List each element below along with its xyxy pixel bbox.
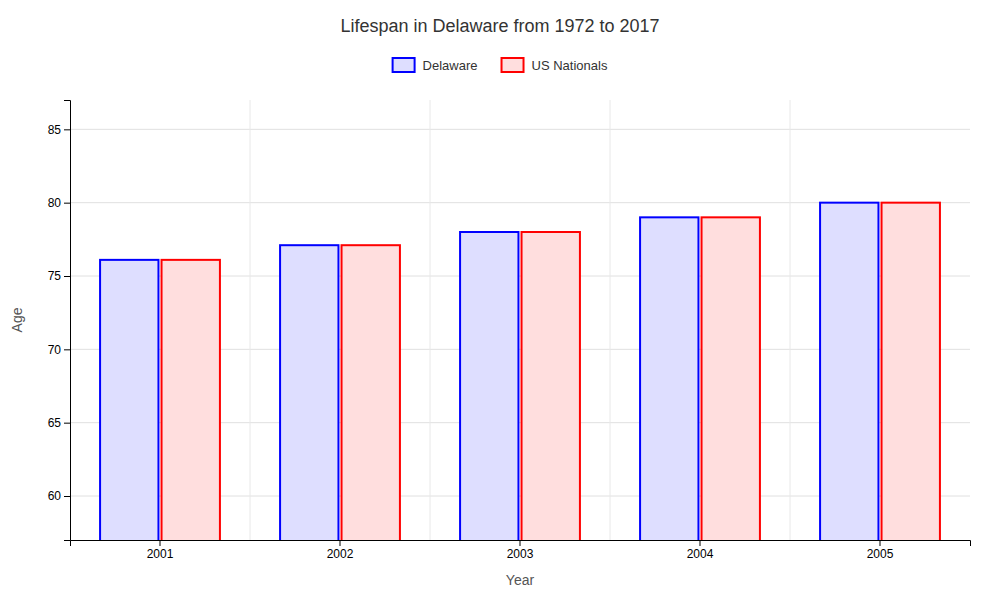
- y-axis: 60 65 70 75 80 85: [48, 101, 71, 541]
- plot-area: 60 65 70 75 80 85 2001 2002 2003 2004 2005: [48, 100, 971, 600]
- x-tick-mark: [520, 540, 521, 546]
- y-tick: 80: [48, 196, 70, 210]
- x-tick-mark: [700, 540, 701, 546]
- y-tick-label: 80: [48, 196, 62, 210]
- grid-line: [70, 129, 970, 130]
- x-tick-mark: [340, 540, 341, 546]
- legend-label: Delaware: [423, 58, 478, 73]
- x-tick: 2002: [327, 540, 354, 561]
- y-axis-title: Age: [9, 307, 25, 332]
- x-tick-label: 2002: [327, 547, 354, 561]
- legend-swatch: [502, 58, 524, 72]
- y-tick-mark: [64, 496, 70, 497]
- x-tick: 2003: [507, 540, 534, 561]
- y-tick: 60: [48, 489, 70, 503]
- x-tick-mark: [880, 540, 881, 546]
- y-tick-label: 60: [48, 489, 62, 503]
- bar: [522, 232, 580, 540]
- x-tick-label: 2004: [687, 547, 714, 561]
- bar-series: [162, 203, 940, 540]
- bar: [100, 260, 158, 540]
- legend-swatch: [393, 58, 415, 72]
- bar: [882, 203, 940, 540]
- y-tick-label: 70: [48, 343, 62, 357]
- y-tick-mark: [64, 129, 70, 130]
- y-tick-mark: [64, 423, 70, 424]
- x-tick-label: 2003: [507, 547, 534, 561]
- group-divider: [610, 100, 611, 540]
- legend-item: US Nationals: [502, 58, 608, 73]
- group-divider: [250, 100, 251, 540]
- x-tick-label: 2005: [867, 547, 894, 561]
- x-tick-label: 2001: [147, 547, 174, 561]
- x-axis: 2001 2002 2003 2004 2005: [71, 540, 971, 561]
- y-tick-label: 85: [48, 123, 62, 137]
- x-tick-mark: [160, 540, 161, 546]
- x-tick: 2004: [687, 540, 714, 561]
- chart-svg: 60 65 70 75 80 85 2001 2002 2003 2004 2005 Year Age L…: [0, 0, 1000, 600]
- y-tick: 65: [48, 416, 70, 430]
- bar: [162, 260, 220, 540]
- bar: [460, 232, 518, 540]
- y-tick-mark: [64, 203, 70, 204]
- y-tick-label: 75: [48, 269, 62, 283]
- bar: [640, 217, 698, 540]
- legend-label: US Nationals: [532, 58, 608, 73]
- bar: [342, 245, 400, 540]
- y-axis-line: [64, 101, 71, 541]
- x-tick: 2001: [147, 540, 174, 561]
- y-tick: 70: [48, 343, 70, 357]
- bar: [820, 203, 878, 540]
- bar: [702, 217, 760, 540]
- group-divider: [790, 100, 791, 540]
- group-divider: [430, 100, 431, 540]
- bar: [280, 245, 338, 540]
- y-tick-mark: [64, 276, 70, 277]
- y-tick: 85: [48, 123, 70, 137]
- chart-container: 60 65 70 75 80 85 2001 2002 2003 2004 2005 Year Age L…: [0, 0, 1000, 600]
- x-axis-line: [71, 541, 971, 547]
- legend: Delaware US Nationals: [393, 58, 608, 73]
- x-axis-title: Year: [506, 572, 535, 588]
- legend-item: Delaware: [393, 58, 478, 73]
- y-tick-mark: [64, 349, 70, 350]
- x-tick: 2005: [867, 540, 894, 561]
- y-tick: 75: [48, 269, 70, 283]
- bars: [100, 203, 940, 540]
- chart-title: Lifespan in Delaware from 1972 to 2017: [340, 16, 659, 36]
- bar-series: [100, 203, 878, 540]
- y-tick-label: 65: [48, 416, 62, 430]
